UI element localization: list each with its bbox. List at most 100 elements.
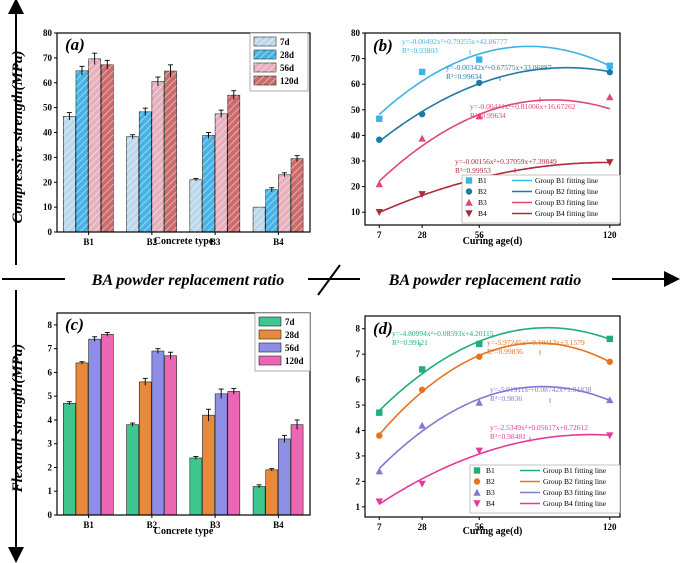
y-tick-label-b: 40 [351, 130, 361, 140]
y-tick-label-b: 20 [351, 182, 361, 192]
fit-equation-d-B2: y=-5.97245x²+0.10113x+3.1579 [487, 338, 585, 347]
data-point-b-B2 [376, 136, 383, 143]
bar-c-B2-120d [164, 355, 177, 516]
data-point-d-B1 [376, 409, 383, 416]
fit-r2-d-B2: R²=0.99836 [487, 347, 523, 356]
y-tick-label-b: 70 [351, 54, 361, 64]
y-tick-label-d: 7 [356, 349, 361, 359]
data-point-d-B4 [418, 480, 426, 488]
panel-label-b: (b) [373, 36, 393, 55]
x-axis-title-d: Curing age(d) [463, 526, 523, 537]
legend-label-a-120d: 120d [280, 76, 299, 86]
x-tick-label-c: B2 [147, 520, 158, 530]
x-tick-label-b: 7 [377, 230, 382, 240]
panel-label-d: (d) [373, 319, 393, 338]
y-tick-label-d: 1 [356, 502, 361, 512]
bar-hatch-a-B1-7d [63, 116, 76, 232]
fit-r2-d-B3: R²=0.9836 [490, 394, 522, 403]
data-point-b-B2 [418, 110, 426, 118]
bar-hatch-a-B3-120d [227, 95, 240, 232]
legend-swatch-hatch-a [254, 63, 276, 72]
y-tick-label-a: 10 [43, 202, 53, 212]
y-tick-label-b: 60 [351, 79, 361, 89]
x-tick-label-a: B1 [83, 237, 94, 247]
bar-hatch-a-B4-28d [265, 189, 278, 232]
legend-swatch-c-120d [258, 355, 282, 366]
y-tick-label-a: 70 [43, 53, 53, 63]
fit-line-d-B1 [378, 326, 611, 412]
legend-marker-d-B1 [473, 467, 481, 474]
legend-fit-label-b-B3: Group B3 fitting line [535, 198, 599, 207]
legend-label-d-B4: B4 [486, 499, 495, 508]
data-point-d-B4 [606, 432, 614, 440]
bar-hatch-a-B3-7d [189, 179, 202, 232]
bar-c-B4-7d [252, 486, 266, 516]
fit-r2-d-B4: R²=0.98481 [490, 432, 526, 441]
panel-label-c: (c) [65, 315, 84, 334]
legend-fit-label-d-B3: Group B3 fitting line [543, 488, 607, 497]
y-tick-label-a: 60 [43, 78, 53, 88]
y-tick-label-b: 50 [351, 105, 361, 115]
bar-c-B3-7d [189, 457, 203, 516]
divider-right-label: BA powder replacement ratio [388, 272, 581, 289]
flexural-strength-label: Flexural strength(MPa) [10, 344, 26, 494]
x-tick-label-a: B2 [147, 237, 158, 247]
data-point-d-B2 [476, 353, 483, 360]
data-point-d-B3 [606, 396, 614, 404]
y-tick-label-b: 10 [351, 207, 361, 217]
bar-c-B1-28d [75, 362, 89, 516]
fit-equation-b-B3: y=-0.00441x²+0.81006x+16.67262 [470, 102, 576, 111]
fit-line-b-B3 [378, 99, 611, 182]
x-axis-title-b: Curing age(d) [463, 236, 523, 247]
bar-hatch-a-B2-7d [126, 136, 139, 232]
legend-swatch-hatch-a [254, 50, 276, 59]
legend-label-d-B2: B2 [486, 477, 495, 486]
x-axis-title-a: Concrete type [154, 236, 214, 247]
legend-swatch-c-28d [258, 329, 282, 340]
bar-hatch-a-B2-56d [151, 81, 164, 232]
fit-equation-b-B4: y=-0.00156x²+0.37059x+7.39849 [455, 157, 557, 166]
data-point-b-B1 [376, 115, 383, 122]
fit-line-d-B4 [378, 433, 610, 505]
legend-swatch-c-56d [258, 342, 282, 353]
legend-box-d [469, 464, 621, 514]
divider-left-label: BA powder replacement ratio [91, 272, 284, 289]
data-point-b-B2 [476, 79, 483, 87]
fit-equation-b-B2: y=-0.00342x²+0.67575x+33.06887 [446, 63, 552, 72]
data-point-d-B4 [375, 498, 383, 506]
bar-hatch-a-B4-56d [278, 174, 291, 232]
bar-c-B4-120d [290, 424, 304, 516]
bar-c-B1-56d [88, 338, 101, 516]
y-tick-label-c: 4 [48, 415, 53, 425]
legend-label-b-B2: B2 [478, 187, 487, 196]
bar-c-B1-7d [63, 403, 76, 516]
y-tick-label-c: 5 [48, 391, 53, 401]
plot-area-d [364, 315, 621, 518]
x-tick-label-b: 28 [418, 230, 428, 240]
fit-line-d-B3 [378, 385, 611, 470]
y-tick-label-a: 0 [48, 227, 53, 237]
fit-r2-b-B3: R²=0.99634 [470, 111, 506, 120]
data-point-d-B1 [606, 335, 613, 343]
bar-c-B2-7d [126, 424, 139, 516]
x-axis-title-c: Concrete type [154, 526, 214, 537]
legend-label-a-28d: 28d [280, 50, 294, 60]
legend-label-c-28d: 28d [285, 330, 299, 340]
data-point-b-B3 [606, 93, 614, 101]
legend-fit-label-d-B4: Group B4 fitting line [543, 499, 607, 508]
x-tick-label-b: 56 [475, 230, 485, 240]
data-point-d-B1 [476, 340, 483, 348]
legend-fit-label-b-B1: Group B1 fitting line [535, 176, 599, 185]
bar-c-B3-120d [227, 391, 241, 516]
bar-c-B2-28d [138, 381, 152, 516]
x-tick-label-a: B4 [273, 237, 284, 247]
y-tick-label-b: 30 [351, 156, 361, 166]
legend-box-b [461, 174, 621, 224]
legend-marker-b-B3 [465, 198, 473, 206]
data-point-d-B4 [475, 447, 483, 455]
legend-fit-label-d-B2: Group B2 fitting line [543, 477, 607, 486]
y-tick-label-a: 50 [43, 103, 53, 113]
data-point-d-B2 [418, 386, 426, 393]
legend-marker-d-B3 [473, 488, 481, 496]
